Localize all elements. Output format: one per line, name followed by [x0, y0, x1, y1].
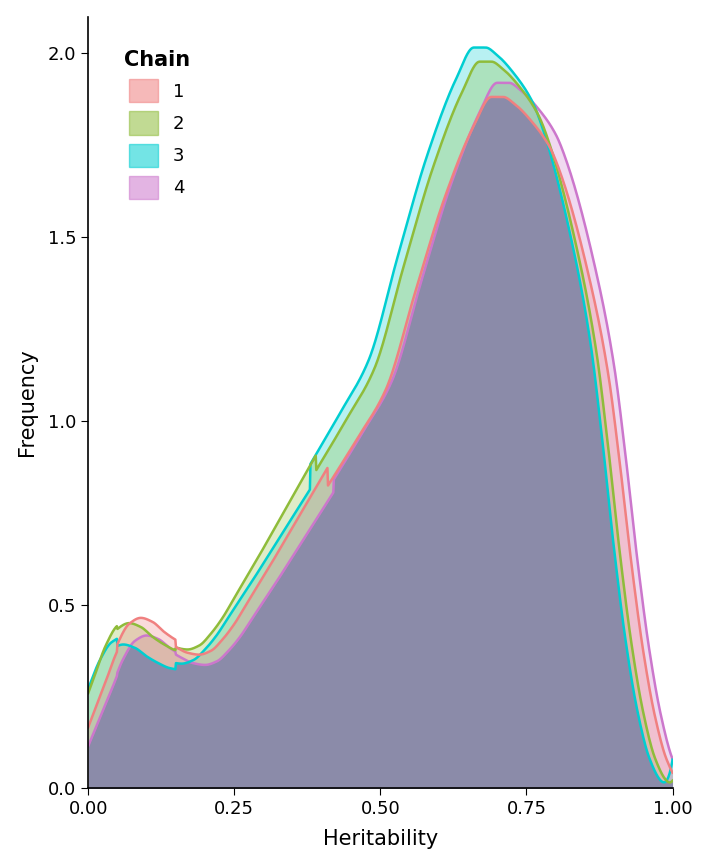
Y-axis label: Frequency: Frequency — [17, 349, 37, 456]
X-axis label: Heritability: Heritability — [323, 830, 438, 850]
Legend: 1, 2, 3, 4: 1, 2, 3, 4 — [115, 41, 199, 208]
